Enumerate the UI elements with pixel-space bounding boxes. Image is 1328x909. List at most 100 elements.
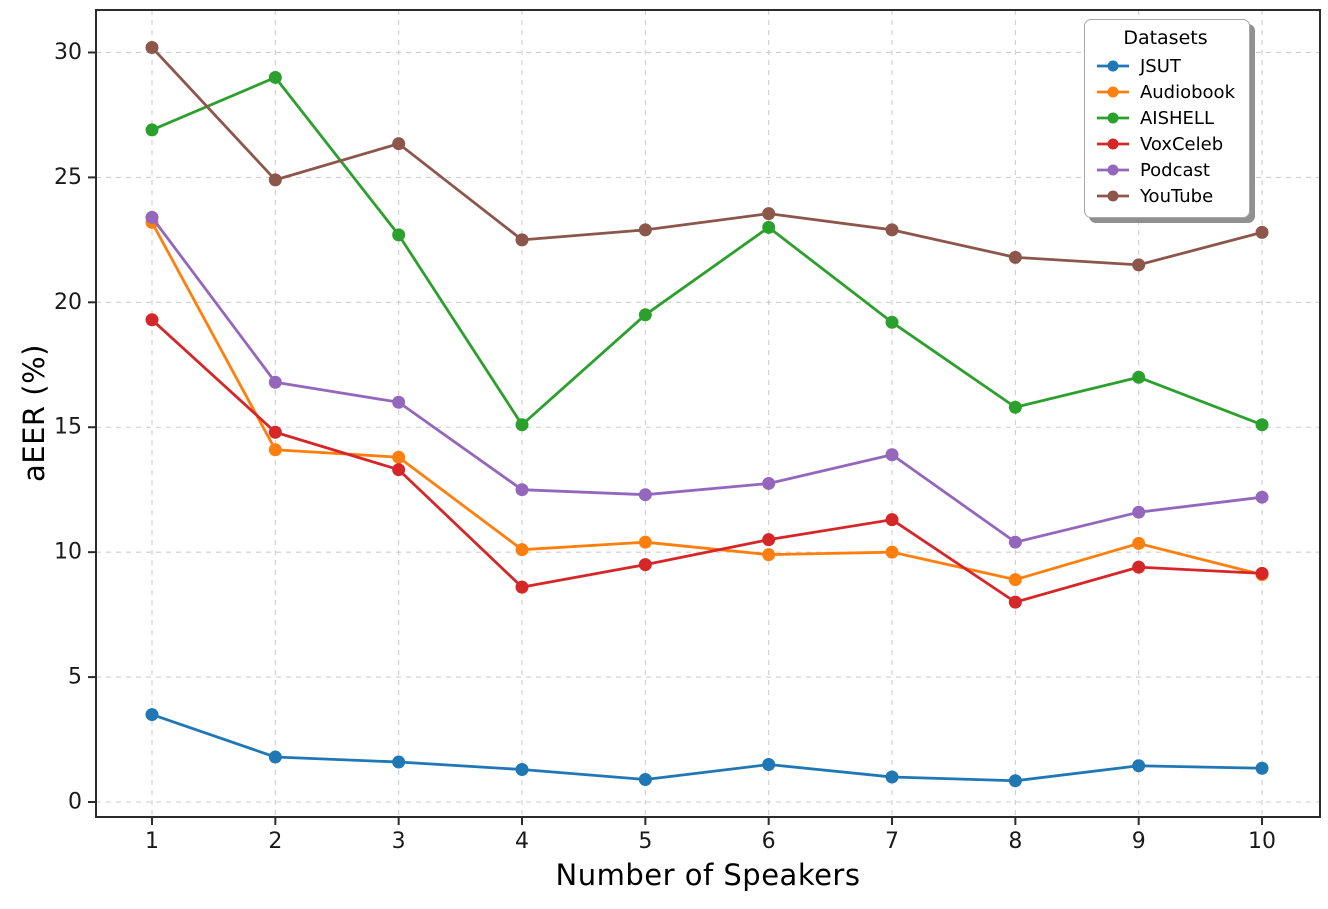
data-point-aishell bbox=[1132, 370, 1146, 384]
data-point-youtube bbox=[392, 137, 406, 151]
legend-line-marker-icon bbox=[1096, 112, 1129, 124]
data-point-audiobook bbox=[638, 535, 652, 549]
data-point-jsut bbox=[1255, 761, 1269, 775]
x-tick-label: 2 bbox=[268, 829, 282, 854]
data-point-youtube bbox=[638, 223, 652, 237]
data-point-podcast bbox=[515, 483, 529, 497]
data-point-jsut bbox=[762, 758, 776, 772]
data-point-jsut bbox=[885, 770, 899, 784]
data-point-jsut bbox=[515, 763, 529, 777]
data-point-audiobook bbox=[1008, 573, 1022, 587]
data-point-podcast bbox=[392, 395, 406, 409]
data-point-aishell bbox=[885, 315, 899, 329]
x-tick-label: 1 bbox=[145, 829, 159, 854]
data-point-podcast bbox=[1008, 535, 1022, 549]
x-tick-label: 4 bbox=[515, 829, 529, 854]
legend-item-audiobook: Audiobook bbox=[1096, 79, 1235, 105]
series-line-voxceleb bbox=[150, 318, 1264, 604]
legend-label: Audiobook bbox=[1139, 81, 1235, 103]
y-tick-label: 5 bbox=[68, 665, 82, 690]
y-tick-label: 25 bbox=[54, 165, 82, 190]
x-tick-label: 7 bbox=[885, 829, 899, 854]
data-point-podcast bbox=[1255, 490, 1269, 504]
data-point-podcast bbox=[762, 476, 776, 490]
data-point-jsut bbox=[638, 773, 652, 787]
series-line-jsut bbox=[150, 713, 1264, 783]
data-point-aishell bbox=[268, 70, 282, 84]
series-line-audiobook bbox=[150, 220, 1264, 582]
y-axis-title: aEER (%) bbox=[17, 344, 51, 482]
x-axis-title: Number of Speakers bbox=[555, 858, 861, 892]
x-tick-label: 5 bbox=[638, 829, 652, 854]
axes-frame bbox=[95, 9, 1321, 818]
data-point-youtube bbox=[1008, 250, 1022, 264]
data-point-podcast bbox=[885, 448, 899, 462]
data-point-podcast bbox=[268, 375, 282, 389]
legend-line-marker-icon bbox=[1096, 138, 1129, 150]
y-tick-label: 15 bbox=[54, 415, 82, 440]
data-point-aishell bbox=[762, 220, 776, 234]
data-point-aishell bbox=[1255, 418, 1269, 432]
legend-entries: JSUT Audiobook AISHELL VoxCeleb Podcast YouTu… bbox=[1096, 53, 1235, 209]
data-point-voxceleb bbox=[515, 580, 529, 594]
data-point-aishell bbox=[392, 228, 406, 242]
legend-label: JSUT bbox=[1139, 55, 1181, 77]
legend-line-marker-icon bbox=[1096, 190, 1129, 202]
legend-label: VoxCeleb bbox=[1139, 133, 1224, 155]
data-point-audiobook bbox=[268, 443, 282, 457]
data-point-audiobook bbox=[515, 543, 529, 557]
legend-title: Datasets bbox=[1123, 27, 1208, 49]
data-point-voxceleb bbox=[762, 533, 776, 547]
data-point-youtube bbox=[1255, 225, 1269, 239]
data-point-aishell bbox=[145, 123, 159, 137]
x-tick-label: 10 bbox=[1248, 829, 1276, 854]
data-point-voxceleb bbox=[1132, 560, 1146, 574]
legend-item-youtube: YouTube bbox=[1096, 183, 1235, 209]
data-point-jsut bbox=[1008, 774, 1022, 788]
legend: Datasets JSUT Audiobook AISHELL VoxCeleb Pod… bbox=[1083, 19, 1250, 218]
data-point-voxceleb bbox=[638, 558, 652, 572]
legend-line-marker-icon bbox=[1096, 164, 1129, 176]
legend-line-marker-icon bbox=[1096, 60, 1129, 72]
legend-item-podcast: Podcast bbox=[1096, 157, 1235, 183]
data-point-voxceleb bbox=[145, 313, 159, 327]
legend-label: Podcast bbox=[1139, 159, 1210, 181]
series-line-youtube bbox=[150, 46, 1264, 267]
x-tick-label: 3 bbox=[392, 829, 406, 854]
data-point-youtube bbox=[145, 40, 159, 54]
legend-item-aishell: AISHELL bbox=[1096, 105, 1235, 131]
y-tick-label: 30 bbox=[54, 40, 82, 65]
data-point-voxceleb bbox=[392, 463, 406, 477]
y-tick-label: 0 bbox=[68, 790, 82, 815]
data-point-voxceleb bbox=[1255, 566, 1269, 580]
x-tick-label: 9 bbox=[1132, 829, 1146, 854]
data-point-aishell bbox=[638, 308, 652, 322]
series-line-aishell bbox=[150, 76, 1264, 427]
data-point-youtube bbox=[268, 173, 282, 187]
y-tick-label: 10 bbox=[54, 540, 82, 565]
legend-item-voxceleb: VoxCeleb bbox=[1096, 131, 1235, 157]
data-point-voxceleb bbox=[268, 425, 282, 439]
data-point-jsut bbox=[1132, 759, 1146, 773]
data-point-youtube bbox=[1132, 258, 1146, 272]
data-point-youtube bbox=[885, 223, 899, 237]
y-tick-label: 20 bbox=[54, 290, 82, 315]
data-point-aishell bbox=[515, 418, 529, 432]
data-point-jsut bbox=[145, 708, 159, 722]
data-point-voxceleb bbox=[885, 513, 899, 527]
data-point-audiobook bbox=[1132, 536, 1146, 550]
legend-line-marker-icon bbox=[1096, 86, 1129, 98]
data-point-voxceleb bbox=[1008, 595, 1022, 609]
data-point-podcast bbox=[1132, 505, 1146, 519]
data-point-youtube bbox=[762, 207, 776, 221]
legend-label: YouTube bbox=[1139, 185, 1214, 207]
data-point-youtube bbox=[515, 233, 529, 247]
data-point-audiobook bbox=[392, 450, 406, 464]
legend-label: AISHELL bbox=[1139, 107, 1214, 129]
data-point-audiobook bbox=[762, 548, 776, 562]
data-point-audiobook bbox=[885, 545, 899, 559]
data-point-aishell bbox=[1008, 400, 1022, 414]
legend-item-jsut: JSUT bbox=[1096, 53, 1235, 79]
